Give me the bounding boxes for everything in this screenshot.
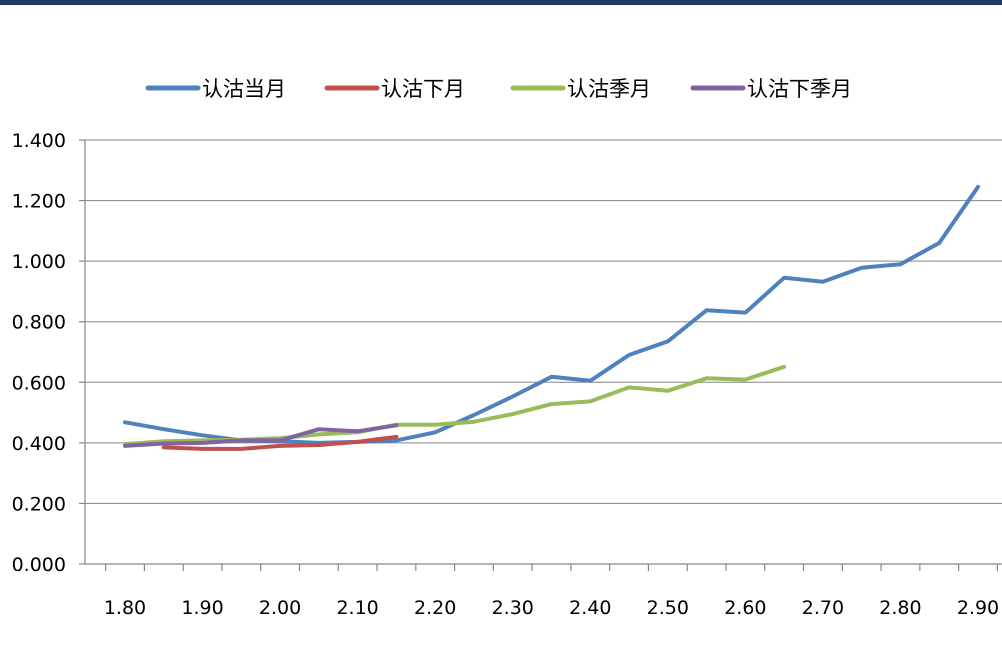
y-tick-label: 1.200 xyxy=(12,191,66,213)
x-tick-label: 1.90 xyxy=(181,597,223,619)
x-tick-label: 2.60 xyxy=(724,597,766,619)
x-tick-label: 2.50 xyxy=(647,597,689,619)
x-axis-tick-labels: 1.80 1.90 2.00 2.10 2.20 2.30 2.40 2.50 2.60 2.70… xyxy=(104,597,999,619)
y-tick-label: 0.400 xyxy=(12,433,66,455)
x-tick-label: 2.90 xyxy=(957,597,999,619)
series-line-3 xyxy=(123,423,399,448)
y-axis-tick-labels: 0.000 0.200 0.400 0.600 0.800 1.000 1.200 1.400 xyxy=(12,130,66,576)
series-line-2 xyxy=(123,364,787,447)
x-tick-label: 2.40 xyxy=(569,597,611,619)
y-tick-label: 1.000 xyxy=(12,251,66,273)
chart-series xyxy=(123,184,980,451)
legend-label-0: 认沽当月 xyxy=(202,77,286,101)
x-tick-label: 1.80 xyxy=(104,597,146,619)
x-tick-label: 2.20 xyxy=(414,597,456,619)
header-bar xyxy=(0,0,1002,5)
series-line-1 xyxy=(161,434,399,451)
x-tick-label: 2.10 xyxy=(336,597,378,619)
x-tick-label: 2.00 xyxy=(259,597,301,619)
y-tick-label: 0.600 xyxy=(12,372,66,394)
chart-legend: 认沽当月 认沽下月 认沽季月 认沽下季月 xyxy=(145,77,852,101)
legend-label-3: 认沽下季月 xyxy=(747,77,852,101)
y-tick-label: 0.000 xyxy=(12,554,66,576)
x-tick-label: 2.30 xyxy=(492,597,534,619)
x-tick-label: 2.70 xyxy=(802,597,844,619)
y-tick-label: 1.400 xyxy=(12,130,66,152)
x-tick-label: 2.80 xyxy=(879,597,921,619)
chart-axes xyxy=(79,139,1002,571)
legend-label-2: 认沽季月 xyxy=(567,77,651,101)
y-tick-label: 0.800 xyxy=(12,312,66,334)
chart-gridlines xyxy=(85,139,1002,504)
legend-label-1: 认沽下月 xyxy=(381,77,465,101)
y-tick-label: 0.200 xyxy=(12,493,66,515)
